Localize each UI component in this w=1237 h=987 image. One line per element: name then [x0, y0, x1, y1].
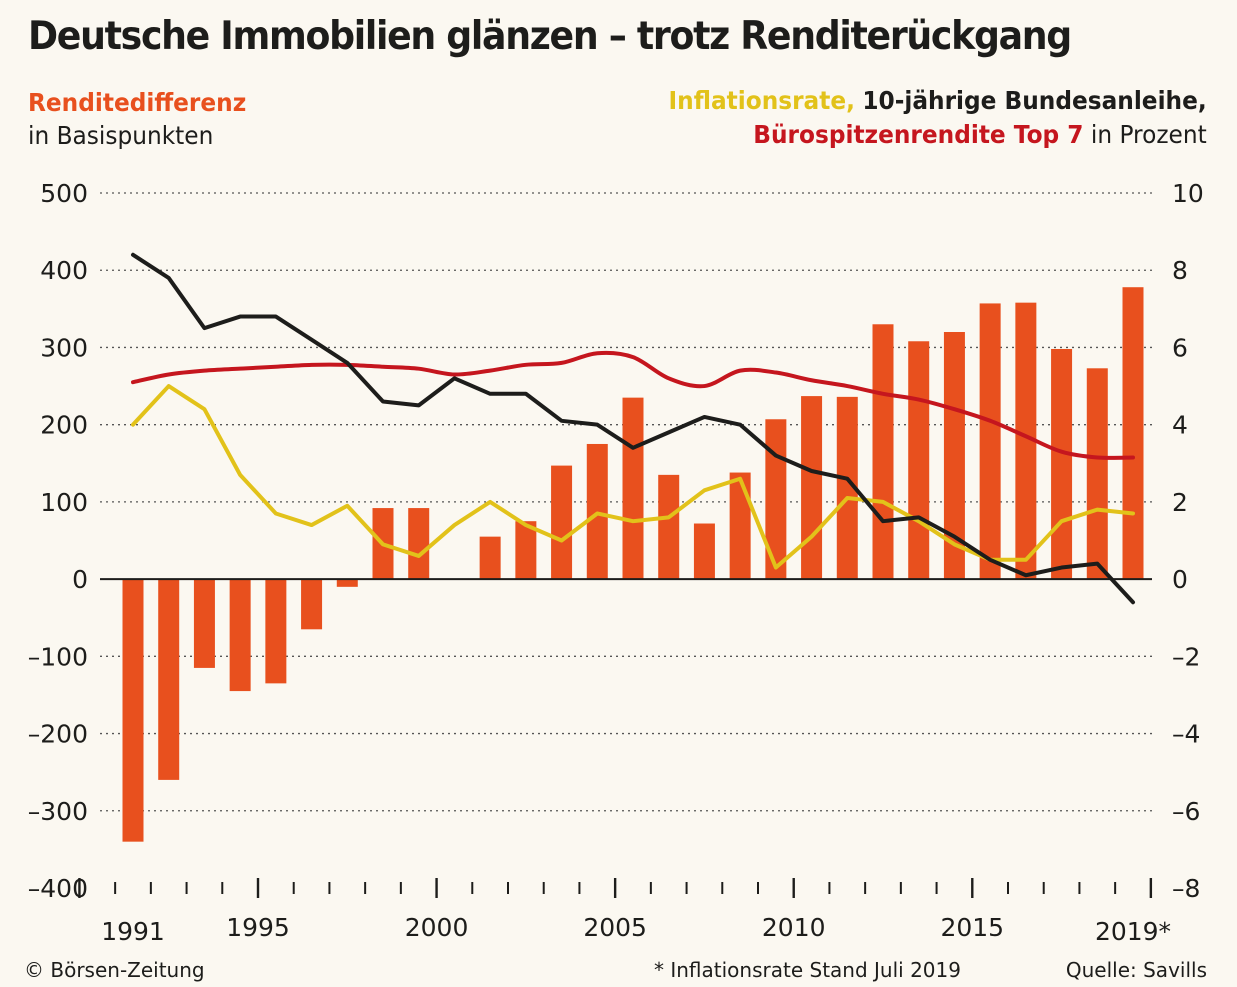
bar-renditedifferenz: [515, 521, 537, 580]
right-tick-label: –2: [1172, 642, 1200, 671]
left-tick-label: –200: [28, 720, 88, 749]
bar-renditedifferenz: [158, 579, 180, 780]
left-tick-label: 400: [40, 256, 88, 285]
bar-renditedifferenz: [765, 419, 787, 580]
bar-renditedifferenz: [801, 396, 823, 580]
line-buerospitzenrendite: [131, 350, 1135, 460]
left-tick-label: 100: [40, 488, 88, 517]
source-note: Quelle: Savills: [1065, 958, 1207, 982]
footnote: * Inflationsrate Stand Juli 2019: [654, 958, 961, 982]
bar-renditedifferenz: [1015, 302, 1037, 580]
x-tick-label: 1995: [226, 913, 290, 942]
line-inflationsrate: [131, 384, 1135, 570]
right-tick-label: 6: [1172, 333, 1188, 362]
bar-renditedifferenz: [836, 396, 858, 580]
left-tick-label: 0: [72, 565, 88, 594]
bar-renditedifferenz: [229, 579, 251, 692]
right-tick-label: 10: [1172, 179, 1204, 208]
x-tick-label: 2005: [583, 913, 647, 942]
bar-renditedifferenz: [265, 579, 287, 684]
x-tick-label: 2019*: [1095, 917, 1171, 946]
bar-renditedifferenz: [301, 579, 323, 630]
bar-renditedifferenz: [122, 579, 144, 842]
right-tick-label: 8: [1172, 256, 1188, 285]
legend-inflationsrate: Inflationsrate,: [668, 86, 856, 115]
left-tick-label: 300: [40, 333, 88, 362]
bar-renditedifferenz: [908, 341, 930, 580]
bar-renditedifferenz: [1051, 348, 1073, 580]
right-tick-label: –4: [1172, 720, 1200, 749]
bar-renditedifferenz: [729, 472, 751, 580]
bar-renditedifferenz: [336, 579, 358, 587]
legend-buerospitzenrendite: Bürospitzenrendite Top 7: [753, 120, 1084, 149]
bar-renditedifferenz: [943, 332, 965, 580]
right-axis-legend: Inflationsrate, 10-jährige Bundesanleihe…: [669, 84, 1207, 152]
bar-renditedifferenz: [658, 474, 680, 580]
legend-right-unit: in Prozent: [1091, 120, 1207, 149]
bar-renditedifferenz: [193, 579, 215, 668]
right-tick-label: 2: [1172, 488, 1188, 517]
bar-renditedifferenz: [1122, 287, 1144, 580]
left-tick-label: –400: [28, 874, 88, 903]
right-tick-label: 0: [1172, 565, 1188, 594]
x-tick-label: 2015: [940, 913, 1004, 942]
left-tick-label: 500: [40, 179, 88, 208]
right-tick-label: 4: [1172, 411, 1188, 440]
bar-renditedifferenz: [408, 508, 430, 580]
bar-renditedifferenz: [693, 523, 715, 580]
legend-left-unit: in Basispunkten: [28, 121, 214, 150]
bar-renditedifferenz: [622, 397, 644, 580]
chart-title: Deutsche Immobilien glänzen – trotz Rend…: [28, 14, 1072, 59]
line-bundesanleihe: [131, 252, 1135, 605]
bar-renditedifferenz: [1086, 368, 1108, 580]
x-tick-label: 2000: [405, 913, 469, 942]
left-axis-legend: Renditedifferenz in Basispunkten: [28, 86, 246, 152]
copyright-note: © Börsen-Zeitung: [24, 958, 205, 982]
bar-renditedifferenz: [872, 324, 894, 580]
left-tick-label: –300: [28, 797, 88, 826]
x-tick-label: 2010: [762, 913, 826, 942]
legend-renditedifferenz: Renditedifferenz: [28, 88, 247, 117]
x-tick-label: 1991: [101, 917, 165, 946]
bar-renditedifferenz: [551, 465, 573, 580]
right-tick-label: –8: [1172, 874, 1200, 903]
bar-renditedifferenz: [479, 536, 501, 580]
legend-bundesanleihe: 10-jährige Bundesanleihe,: [862, 86, 1207, 115]
right-tick-label: –6: [1172, 797, 1200, 826]
bar-renditedifferenz: [979, 303, 1001, 580]
left-tick-label: 200: [40, 411, 88, 440]
left-tick-label: –100: [28, 642, 88, 671]
